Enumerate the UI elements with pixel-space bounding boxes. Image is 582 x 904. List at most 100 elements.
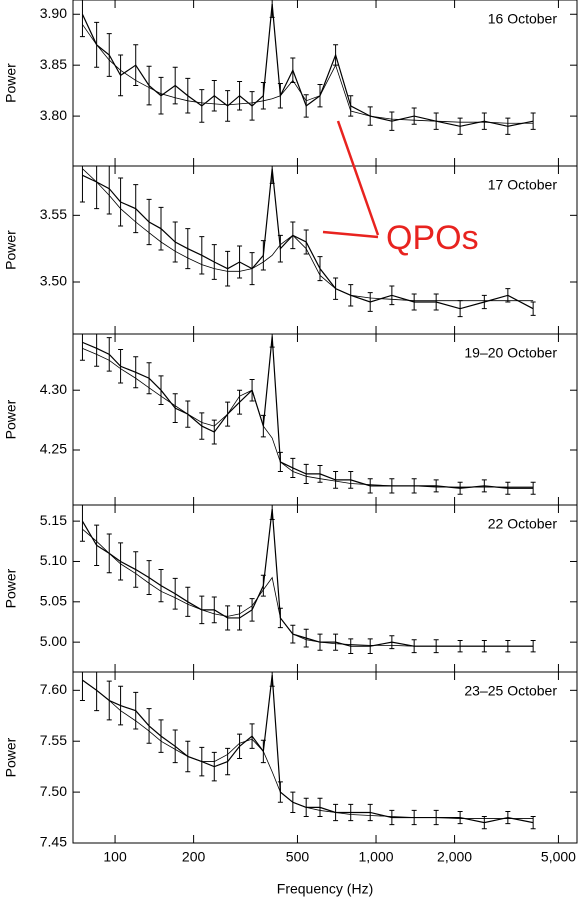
error-bar [481, 640, 487, 653]
error-bar [211, 596, 217, 624]
error-bar [277, 83, 283, 109]
error-bar [118, 177, 124, 227]
error-bar [133, 691, 139, 730]
error-bar [172, 393, 178, 423]
x-tick-label: 200 [182, 849, 206, 865]
error-bar [277, 451, 283, 473]
error-bar [367, 292, 373, 312]
error-bar [530, 481, 536, 495]
error-bar [303, 797, 309, 818]
model-line [82, 528, 534, 647]
x-tick-label: 5,000 [541, 849, 576, 865]
error-bar [481, 112, 487, 130]
error-bar [185, 740, 191, 773]
error-bar [411, 293, 417, 311]
error-bar [433, 639, 439, 654]
error-bar [290, 791, 296, 813]
error-bar [481, 294, 487, 310]
y-tick-label: 3.85 [40, 56, 67, 72]
data-line [82, 336, 534, 489]
error-bar [389, 111, 395, 131]
error-bar [79, 505, 85, 542]
error-bar [505, 288, 511, 303]
plot-area [79, 672, 536, 830]
error-bar [303, 229, 309, 255]
error-bar [211, 751, 217, 782]
error-bar [317, 633, 323, 651]
error-bar [249, 91, 255, 121]
error-bar [94, 21, 100, 68]
error-bar [348, 471, 354, 489]
panel: 5.00 5.05 5.10 5.15 22 October Power [3, 504, 578, 673]
error-bar [199, 412, 205, 440]
panel: 4.25 4.30 19–20 October Power [3, 333, 578, 506]
error-bar [269, 166, 275, 184]
error-bar [411, 639, 417, 654]
y-tick-label: 3.80 [40, 107, 67, 123]
y-tick-label: 3.50 [40, 273, 67, 289]
error-bar [106, 33, 112, 77]
error-bar [158, 719, 164, 753]
error-bar [185, 400, 191, 428]
error-bar [172, 221, 178, 263]
error-bar [505, 810, 511, 825]
data-line [81, 4, 534, 127]
error-bar [457, 117, 463, 135]
error-bar [333, 803, 339, 822]
error-bar [530, 816, 536, 830]
x-tick-label: 2,000 [437, 849, 472, 865]
y-tick-label: 5.10 [40, 552, 67, 568]
error-bar [94, 524, 100, 567]
error-bar [303, 463, 309, 484]
error-bar [118, 349, 124, 384]
y-tick-label: 3.90 [40, 5, 67, 21]
error-bar [79, 672, 85, 701]
error-bar [389, 478, 395, 494]
error-bar [199, 746, 205, 777]
error-bar [237, 605, 243, 631]
error-bar [146, 65, 152, 106]
error-bar [146, 198, 152, 246]
error-bar [269, 505, 275, 521]
error-bar [185, 77, 191, 114]
panel: 3.50 3.55 17 October Power [3, 165, 578, 335]
error-bar [530, 640, 536, 653]
error-bar [389, 635, 395, 650]
error-bar [260, 414, 266, 438]
error-bar [237, 245, 243, 279]
error-bar [118, 685, 124, 726]
error-bar [411, 107, 417, 125]
panel-frame [72, 671, 578, 844]
y-axis-label: Power [3, 63, 19, 103]
y-axis-label: Power [3, 737, 19, 777]
error-bar [505, 640, 511, 653]
error-bar [260, 81, 266, 110]
error-bar [146, 708, 152, 744]
error-bar [367, 478, 373, 494]
error-bar [348, 803, 354, 822]
y-tick-label: 3.55 [40, 206, 67, 222]
error-bar [94, 166, 100, 210]
error-bar [333, 44, 339, 66]
data-line [82, 168, 534, 310]
panel-title: 23–25 October [464, 683, 557, 699]
error-bar [79, 166, 85, 203]
error-bar [133, 44, 139, 87]
error-bar [146, 362, 152, 395]
panel-title: 22 October [488, 516, 558, 532]
error-bar [106, 337, 112, 372]
error-bar [530, 301, 536, 316]
error-bar [389, 809, 395, 826]
error-bar [211, 419, 217, 445]
error-bar [118, 542, 124, 581]
plot-area [79, 0, 536, 135]
y-tick-label: 4.30 [40, 381, 67, 397]
error-bar [225, 90, 231, 122]
error-bar [237, 80, 243, 111]
error-bar [457, 481, 463, 495]
error-bar [433, 112, 439, 130]
error-bar [269, 334, 275, 348]
error-bar [146, 560, 152, 596]
y-axis-label: Power [3, 568, 19, 608]
error-bar [260, 574, 266, 597]
